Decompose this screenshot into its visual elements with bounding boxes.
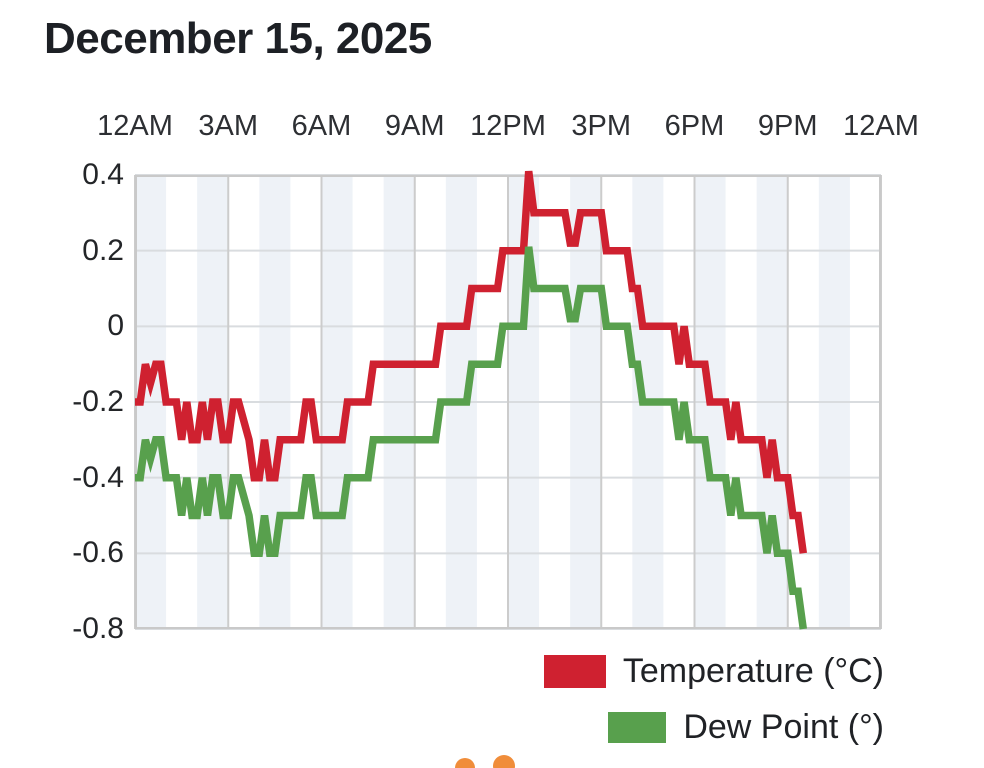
dew-point-line	[135, 246, 808, 630]
x-axis-label: 3AM	[198, 110, 259, 142]
green-swatch-icon	[608, 712, 667, 743]
y-axis-label: 0.2	[82, 233, 124, 267]
x-axis-label: 12AM	[843, 110, 919, 142]
legend-label-temperature: Temperature (°C)	[622, 652, 884, 690]
page-title: December 15, 2025	[44, 14, 432, 63]
y-axis-label: -0.6	[72, 536, 124, 570]
x-axis-label: 6PM	[664, 110, 725, 142]
red-swatch-icon	[543, 655, 606, 688]
orange-dot-icon	[493, 755, 515, 768]
x-axis-labels: 12AM 3AM 6AM 9AM 12PM 3PM 6PM 9PM 12AM	[97, 110, 919, 150]
x-axis-label: 3PM	[571, 110, 632, 142]
orange-dot-icon	[455, 758, 475, 768]
y-axis-label: -0.2	[72, 385, 124, 418]
x-axis-label: 12PM	[470, 110, 546, 142]
x-axis-label: 6AM	[291, 110, 352, 142]
legend-label-dew-point: Dew Point (°)	[683, 708, 884, 746]
y-axis-label: 0	[107, 309, 124, 343]
chart-plot-area[interactable]	[134, 170, 882, 630]
x-axis-label: 9PM	[757, 110, 818, 142]
vertical-gridlines	[134, 175, 882, 629]
y-axis-labels: 0.4 0.2 0 -0.2 -0.4 -0.6 -0.8	[0, 158, 124, 645]
y-axis-label: -0.8	[72, 612, 124, 645]
legend-item-temperature: Temperature (°C)	[543, 652, 884, 691]
temperature-line	[135, 170, 808, 554]
x-axis-label: 9AM	[384, 110, 445, 142]
legend-item-dew-point: Dew Point (°)	[608, 708, 884, 747]
x-axis-label: 12AM	[97, 110, 173, 142]
y-axis-label: -0.4	[72, 460, 124, 494]
legend: Temperature (°C) Dew Point (°)	[543, 652, 884, 747]
y-axis-label: 0.4	[82, 158, 124, 191]
